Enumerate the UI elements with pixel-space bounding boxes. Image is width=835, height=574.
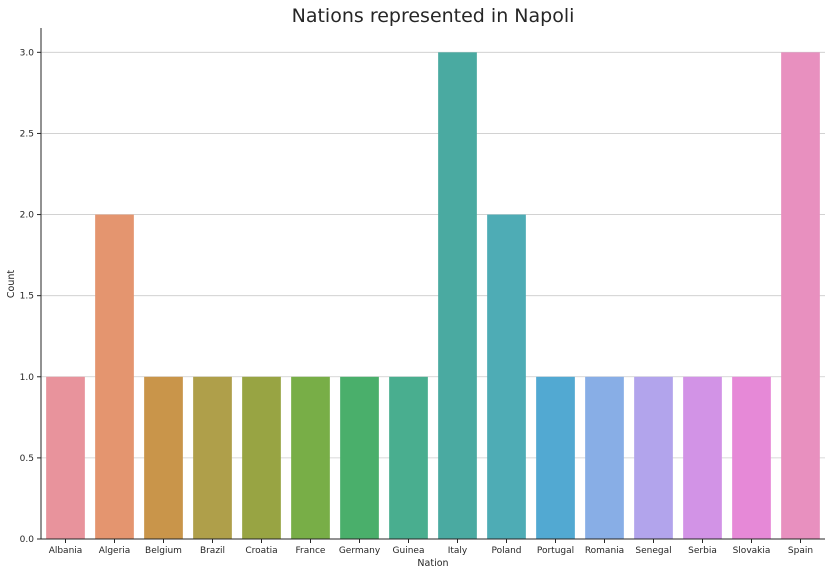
bar-brazil [193, 376, 232, 539]
x-tick-label: Brazil [200, 546, 225, 556]
x-tick-label: Romania [585, 546, 624, 556]
bar-layer [46, 52, 820, 540]
x-tick-label: Guinea [393, 546, 425, 556]
bar-belgium [144, 376, 183, 539]
y-tick-label: 3.0 [20, 48, 35, 58]
bar-guinea [389, 376, 428, 539]
x-tick-label: Serbia [688, 546, 717, 556]
bar-portugal [536, 376, 575, 539]
y-tick-layer: 0.0 0.5 1.0 1.5 2.0 2.5 3.0 [20, 48, 41, 545]
bar-serbia [683, 376, 722, 539]
x-tick-label: Slovakia [733, 546, 771, 556]
bar-algeria [95, 214, 134, 540]
x-tick-label: Algeria [99, 546, 131, 556]
y-tick-label: 2.5 [20, 129, 34, 139]
chart-title: Nations represented in Napoli [292, 5, 575, 27]
x-tick-label: Italy [448, 546, 468, 556]
bar-slovakia [732, 376, 771, 539]
x-tick-label: Senegal [635, 546, 671, 556]
x-tick-label: France [296, 546, 326, 556]
y-tick-label: 0.0 [20, 535, 35, 545]
x-tick-label: Croatia [245, 546, 277, 556]
x-tick-label: Spain [788, 546, 813, 556]
bar-albania [46, 376, 85, 539]
x-tick-layer: Albania Algeria Belgium Brazil Croatia France… [49, 539, 813, 556]
bar-france [291, 376, 330, 539]
y-tick-label: 1.5 [20, 292, 34, 302]
y-tick-label: 1.0 [20, 373, 35, 383]
x-tick-label: Germany [339, 546, 381, 556]
y-tick-label: 2.0 [20, 211, 35, 221]
x-axis-label: Nation [417, 558, 448, 569]
x-tick-label: Belgium [145, 546, 182, 556]
bar-germany [340, 376, 379, 539]
axis-layer [40, 28, 825, 540]
bar-romania [585, 376, 624, 539]
x-tick-label: Poland [491, 546, 521, 556]
bar-croatia [242, 376, 281, 539]
y-axis-label: Count [6, 270, 17, 298]
y-tick-label: 0.5 [20, 454, 34, 464]
bar-spain [781, 52, 820, 539]
bar-senegal [634, 376, 673, 539]
bar-italy [438, 52, 477, 539]
x-tick-label: Portugal [537, 546, 574, 556]
bar-poland [487, 214, 526, 540]
x-tick-label: Albania [49, 546, 83, 556]
